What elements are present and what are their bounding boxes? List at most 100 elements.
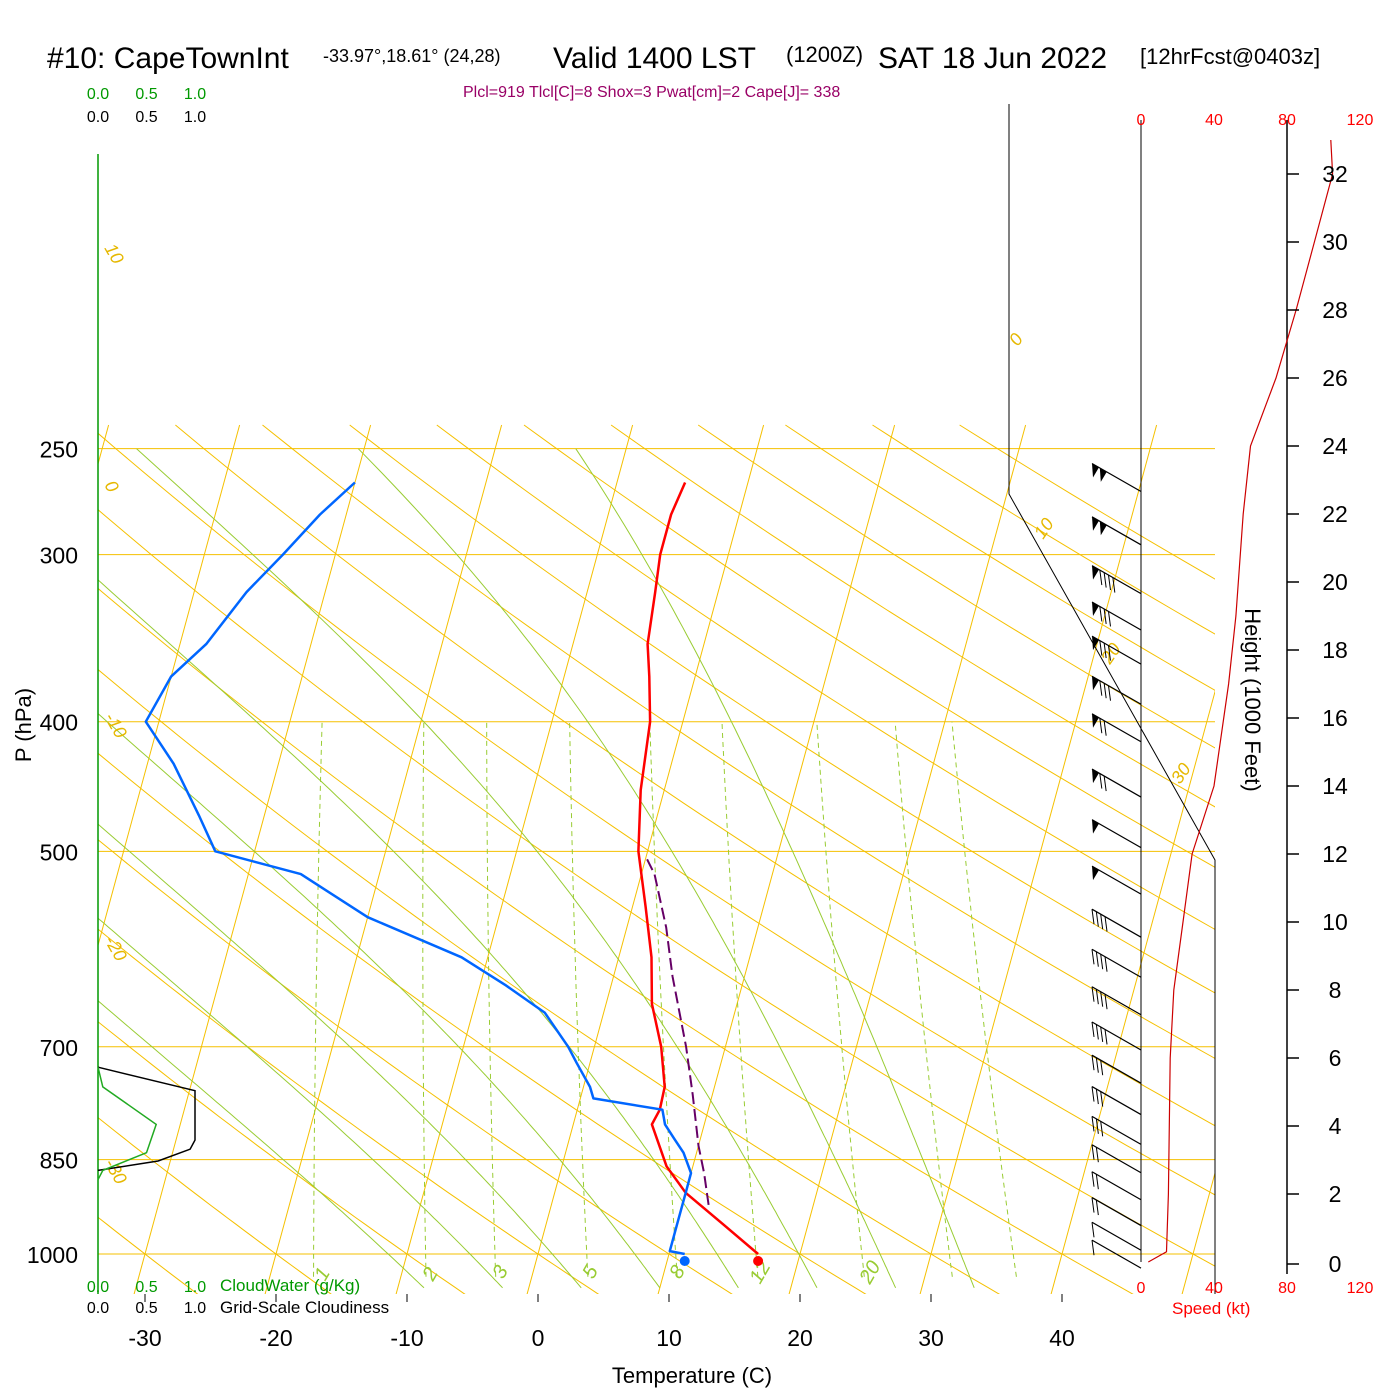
- wind-barb-tick: [1095, 951, 1099, 967]
- dry-adiabat: [436, 424, 1215, 930]
- wind-barb-shaft: [1091, 601, 1142, 631]
- stability-indices: Plcl=919 Tlcl[C]=8 Shox=3 Pwat[cm]=2 Cap…: [463, 84, 840, 101]
- wind-barb-tick: [1104, 994, 1108, 1010]
- isotherm-line: [1181, 1171, 1215, 1294]
- wind-barb-shaft: [1091, 713, 1142, 743]
- mixing-ratio-label: 20: [855, 1257, 886, 1288]
- pressure-tick-label: 1000: [27, 1242, 78, 1268]
- mixing-ratio-line: [313, 721, 323, 1277]
- wind-barb-shaft: [1091, 1115, 1142, 1145]
- station-title: #10: CapeTownInt: [47, 42, 289, 75]
- wind-barb-tick: [1091, 949, 1095, 965]
- scale-tick-label: 1.0: [184, 1300, 206, 1317]
- height-tick-label: 2: [1329, 1181, 1342, 1207]
- pressure-tick-label: 300: [40, 543, 78, 569]
- mixing-ratio-label: 5: [578, 1261, 603, 1282]
- wind-barb-tick: [1108, 645, 1111, 661]
- speed-tick-bottom: 120: [1347, 1280, 1374, 1297]
- wind-barb-tick: [1095, 1118, 1099, 1134]
- wind-barb-tick: [1099, 773, 1103, 789]
- speed-tick-top: 80: [1278, 112, 1296, 129]
- scale-tick-label: 1.0: [184, 1279, 206, 1296]
- wind-barb-tick: [1108, 611, 1111, 627]
- wind-barb: [1091, 1115, 1142, 1145]
- wind-barb-tick: [1095, 1024, 1099, 1040]
- wind-barb-tick: [1091, 1055, 1095, 1071]
- wind-barb-shaft: [1091, 768, 1142, 798]
- wind-barb-tick: [1095, 1147, 1099, 1163]
- wind-barb: [1091, 635, 1142, 665]
- pressure-tick-label: 250: [40, 437, 78, 463]
- wind-barb-flag: [1092, 601, 1099, 616]
- wind-barb: [1091, 908, 1142, 938]
- temperature-surface-marker: [753, 1256, 764, 1266]
- wind-barb-tick: [1091, 1222, 1095, 1238]
- wind-barb-tick: [1095, 989, 1099, 1005]
- wind-barb: [1091, 819, 1142, 849]
- wind-barb-shaft: [1091, 1239, 1142, 1269]
- wind-barb-shaft: [1091, 675, 1142, 705]
- scale-tick-label: 0.5: [135, 109, 157, 126]
- wind-barb-tick: [1104, 916, 1108, 932]
- wind-barb-tick: [1091, 1197, 1095, 1213]
- scale-tick-label: 0.0: [87, 86, 109, 103]
- wind-barb: [1091, 601, 1142, 631]
- mixing-ratio-line: [569, 721, 589, 1277]
- height-tick-label: 14: [1322, 773, 1348, 799]
- cloud-water-label: CloudWater (g/Kg): [220, 1276, 360, 1295]
- scale-tick-label: 0.5: [135, 1300, 157, 1317]
- temperature-line: [637, 481, 759, 1255]
- speed-tick-top: 40: [1205, 112, 1223, 129]
- wind-barb-tick: [1100, 1121, 1104, 1137]
- height-tick-label: 22: [1322, 501, 1348, 527]
- height-tick-label: 4: [1329, 1113, 1342, 1139]
- wind-barb-tick: [1091, 1021, 1095, 1038]
- forecast-info: [12hrFcst@0403z]: [1140, 44, 1320, 69]
- scale-tick-label: 0.5: [135, 1279, 157, 1296]
- wind-barb-flag: [1099, 521, 1107, 536]
- isotherm-line: [264, 424, 503, 1294]
- height-tick-label: 12: [1322, 841, 1348, 867]
- speed-tick-top: 0: [1137, 112, 1146, 129]
- wind-barb-flag: [1092, 463, 1099, 478]
- wind-barb-tick: [1112, 577, 1116, 593]
- mixing-ratio-line: [894, 721, 953, 1277]
- wind-barb-tick: [1104, 956, 1108, 972]
- temperature-tick-label: 20: [787, 1325, 813, 1351]
- wind-barb-flag: [1092, 516, 1099, 531]
- wind-panel: [1091, 139, 1334, 1269]
- wind-barb-flag: [1092, 866, 1099, 881]
- moist-adiabat: [98, 1000, 425, 1289]
- wind-barb: [1091, 1239, 1142, 1269]
- mixing-ratio-label: 2: [418, 1264, 443, 1286]
- wind-barb: [1091, 1197, 1142, 1227]
- wind-barb: [1091, 1171, 1142, 1201]
- sounding-series: [144, 481, 764, 1266]
- mixing-ratio-label: 3: [488, 1262, 513, 1283]
- wind-barb-shaft: [1091, 948, 1142, 978]
- height-axis-label: Height (1000 Feet): [1240, 608, 1265, 791]
- wind-barb: [1091, 565, 1142, 595]
- station-coords: -33.97°,18.61° (24,28): [323, 46, 501, 66]
- wind-barb-tick: [1095, 1199, 1099, 1216]
- wind-barb: [1091, 1054, 1142, 1084]
- dry-adiabat: [98, 752, 867, 1294]
- wind-barb-tick: [1099, 606, 1103, 622]
- speed-tick-bottom: 0: [1137, 1280, 1146, 1297]
- wind-barb: [1091, 865, 1142, 895]
- wind-barb-tick: [1091, 1240, 1095, 1256]
- scale-tick-label: 1.0: [184, 86, 206, 103]
- wind-barb-tick: [1100, 1026, 1104, 1042]
- wind-barb-tick: [1100, 914, 1104, 930]
- wind-barb-flag: [1099, 467, 1107, 482]
- height-tick-label: 24: [1322, 433, 1348, 459]
- wind-barb: [1091, 986, 1142, 1016]
- cloud-profiles: [97, 1066, 196, 1181]
- isotherm-label: 0: [101, 477, 123, 496]
- temperature-tick-label: -30: [128, 1325, 161, 1351]
- y-axis-label: P (hPa): [11, 688, 36, 762]
- wind-barb-shaft: [1091, 1197, 1142, 1227]
